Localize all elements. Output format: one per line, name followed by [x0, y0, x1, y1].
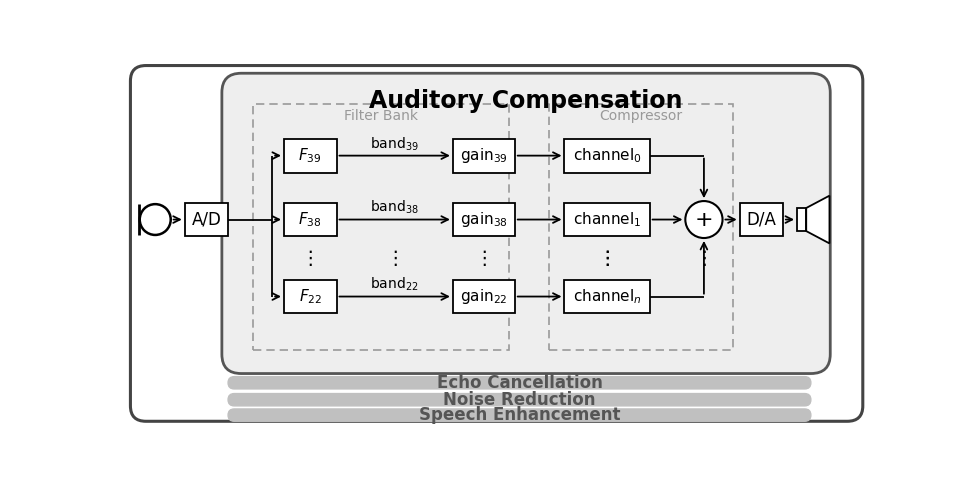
- Text: $F_{39}$: $F_{39}$: [298, 146, 322, 165]
- Text: D/A: D/A: [746, 211, 776, 228]
- FancyBboxPatch shape: [228, 394, 811, 406]
- Text: Speech Enhancement: Speech Enhancement: [419, 406, 620, 424]
- Text: ⋮: ⋮: [694, 249, 714, 268]
- FancyBboxPatch shape: [453, 202, 515, 237]
- Text: gain$_{39}$: gain$_{39}$: [460, 146, 508, 165]
- Text: ⋮: ⋮: [300, 249, 320, 268]
- FancyBboxPatch shape: [131, 66, 862, 421]
- Text: +: +: [695, 210, 713, 229]
- FancyBboxPatch shape: [222, 73, 830, 374]
- Text: Noise Reduction: Noise Reduction: [443, 391, 596, 409]
- Text: Compressor: Compressor: [600, 108, 683, 122]
- Text: ⋮: ⋮: [597, 249, 617, 268]
- Polygon shape: [806, 196, 829, 243]
- FancyBboxPatch shape: [453, 139, 515, 173]
- FancyBboxPatch shape: [564, 202, 649, 237]
- FancyBboxPatch shape: [284, 202, 336, 237]
- Text: ⋮: ⋮: [597, 249, 617, 268]
- Text: ⋮: ⋮: [474, 249, 493, 268]
- Text: gain$_{38}$: gain$_{38}$: [460, 210, 508, 229]
- Text: band$_{39}$: band$_{39}$: [370, 135, 419, 152]
- Text: channel$_0$: channel$_0$: [573, 146, 641, 165]
- Text: band$_{22}$: band$_{22}$: [370, 276, 419, 294]
- Circle shape: [140, 204, 171, 235]
- FancyBboxPatch shape: [453, 280, 515, 313]
- FancyBboxPatch shape: [185, 202, 228, 237]
- Text: channel$_n$: channel$_n$: [573, 287, 641, 306]
- FancyBboxPatch shape: [228, 376, 811, 389]
- FancyBboxPatch shape: [228, 409, 811, 421]
- Text: $F_{38}$: $F_{38}$: [298, 210, 322, 229]
- Text: A/D: A/D: [192, 211, 221, 228]
- Text: Echo Cancellation: Echo Cancellation: [437, 374, 603, 392]
- Text: Auditory Compensation: Auditory Compensation: [369, 89, 683, 113]
- FancyBboxPatch shape: [284, 139, 336, 173]
- Text: Filter Bank: Filter Bank: [344, 108, 418, 122]
- Text: gain$_{22}$: gain$_{22}$: [460, 287, 508, 306]
- Text: ⋮: ⋮: [385, 249, 404, 268]
- Circle shape: [685, 201, 723, 238]
- Text: $F_{22}$: $F_{22}$: [298, 287, 322, 306]
- FancyBboxPatch shape: [797, 208, 806, 231]
- FancyBboxPatch shape: [284, 280, 336, 313]
- FancyBboxPatch shape: [739, 202, 783, 237]
- FancyBboxPatch shape: [564, 139, 649, 173]
- Text: channel$_1$: channel$_1$: [573, 210, 641, 229]
- Text: band$_{38}$: band$_{38}$: [370, 199, 419, 216]
- FancyBboxPatch shape: [564, 280, 649, 313]
